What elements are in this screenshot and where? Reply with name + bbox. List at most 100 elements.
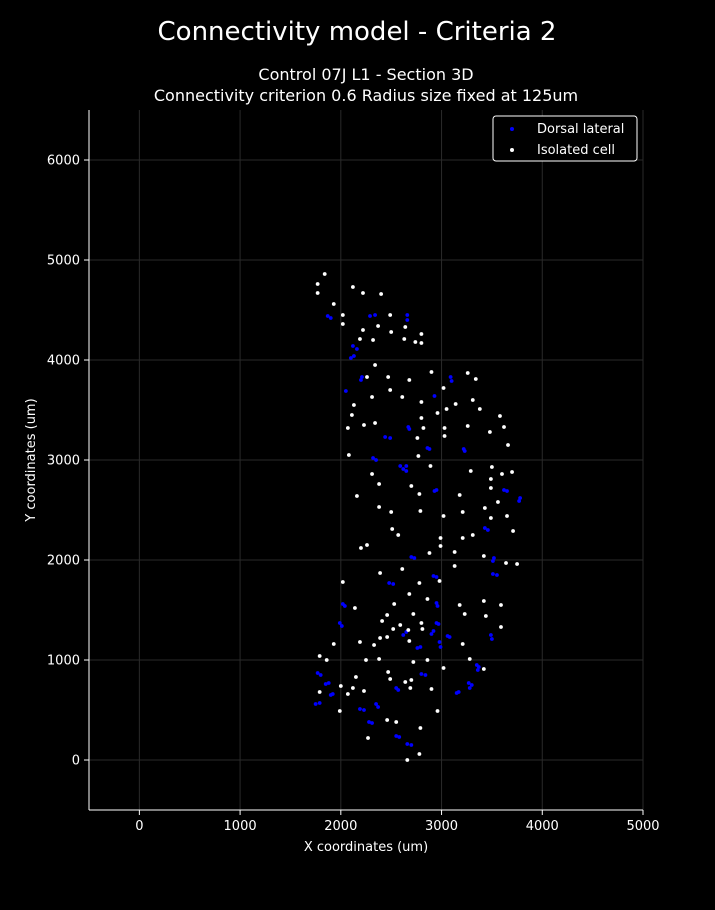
dorsal-lateral-point [404,464,409,468]
isolated-cell-point [373,363,377,367]
dorsal-lateral-point [383,435,388,439]
isolated-cell-point [388,313,393,317]
x-tick-label: 0 [135,819,143,834]
legend-label-dorsal-lateral: Dorsal lateral [537,122,624,137]
dorsal-lateral-point [429,632,434,636]
x-tick-label: 1000 [224,819,257,834]
isolated-cell-point [499,625,503,629]
isolated-cell-point [361,328,365,332]
isolated-cell-point [498,414,502,418]
dorsal-lateral-point [405,313,410,317]
dorsal-lateral-point [482,526,487,530]
isolated-cell-point [351,686,355,690]
dorsal-lateral-point [401,467,406,471]
isolated-cell-point [489,477,493,481]
y-tick-label: 5000 [47,254,80,269]
isolated-cell-point [500,472,504,476]
dorsal-lateral-point [415,646,420,650]
dorsal-lateral-point [418,645,423,649]
isolated-cell-point [441,666,446,670]
dorsal-lateral-point [396,688,401,692]
isolated-cell-point [377,505,381,509]
isolated-cell-point [390,527,395,531]
y-tick-label: 1000 [47,654,80,669]
isolated-cell-point [468,469,473,473]
isolated-cell-point [435,411,440,415]
dorsal-lateral-point [343,389,348,393]
isolated-cell-point [452,550,457,554]
isolated-cell-point [477,407,482,411]
isolated-cell-point [388,388,393,392]
y-tick-label: 6000 [47,154,80,169]
dorsal-lateral-point [370,721,374,725]
isolated-cell-point [411,660,416,664]
dorsal-lateral-point [491,559,495,563]
isolated-cell-point [362,423,366,427]
isolated-cell-point [364,658,368,662]
dorsal-lateral-point [462,449,467,453]
isolated-cell-point [465,371,470,375]
isolated-cell-point [504,561,508,565]
dorsal-lateral-point [434,621,439,625]
isolated-cell-point [380,619,385,623]
dorsal-lateral-point [342,604,347,608]
dorsal-lateral-point [491,572,495,576]
isolated-cell-point [481,599,486,603]
dorsal-lateral-point [388,436,393,440]
isolated-cell-point [362,689,366,693]
y-tick-label: 2000 [47,554,80,569]
isolated-cell-point [457,603,462,607]
isolated-cell-point [385,613,390,617]
isolated-cell-point [435,709,440,713]
isolated-cell-point [355,494,359,498]
isolated-cell-point [388,677,393,681]
isolated-cell-point [425,597,430,601]
dorsal-lateral-point [409,743,414,747]
isolated-cell-point [406,628,411,632]
isolated-cell-point [315,291,320,295]
legend-marker-isolated-cell [510,148,514,152]
isolated-cell-point [378,571,383,575]
isolated-cell-point [419,416,424,420]
dorsal-lateral-point [351,344,355,348]
dorsal-lateral-point [434,601,439,605]
isolated-cell-point [389,510,394,514]
isolated-cell-point [361,291,365,295]
isolated-cell-point [417,752,422,756]
isolated-cell-point [370,472,374,476]
isolated-cell-point [400,395,405,399]
isolated-cell-point [366,736,370,740]
isolated-cell-point [340,313,345,317]
dorsal-lateral-point [431,629,436,633]
dorsal-lateral-point [517,499,522,503]
isolated-cell-point [392,602,397,606]
isolated-cell-point [429,370,434,374]
isolated-cell-point [386,670,391,674]
isolated-cell-point [442,426,447,430]
isolated-cell-point [460,510,465,514]
isolated-cell-point [359,546,363,550]
dorsal-lateral-point [427,447,432,451]
dorsal-lateral-point [434,575,439,579]
isolated-cell-point [462,612,467,616]
isolated-cell-point [511,529,515,533]
isolated-cell-point [506,443,510,447]
isolated-cell-point [470,398,475,402]
x-tick-label: 3000 [425,819,458,834]
x-tick-label: 2000 [324,819,357,834]
dorsal-lateral-point [323,682,328,686]
dorsal-lateral-point [405,742,410,746]
isolated-cell-point [377,482,381,486]
isolated-cell-point [483,614,488,618]
isolated-cell-point [405,758,410,762]
isolated-cell-point [417,581,422,585]
dorsal-lateral-point [315,671,320,675]
isolated-cell-point [438,544,443,548]
isolated-cell-point [394,720,399,724]
dorsal-lateral-point [362,708,366,712]
dorsal-lateral-point [328,316,333,320]
dorsal-lateral-point [352,354,356,358]
dorsal-lateral-point [423,673,428,677]
isolated-cell-point [396,533,401,537]
